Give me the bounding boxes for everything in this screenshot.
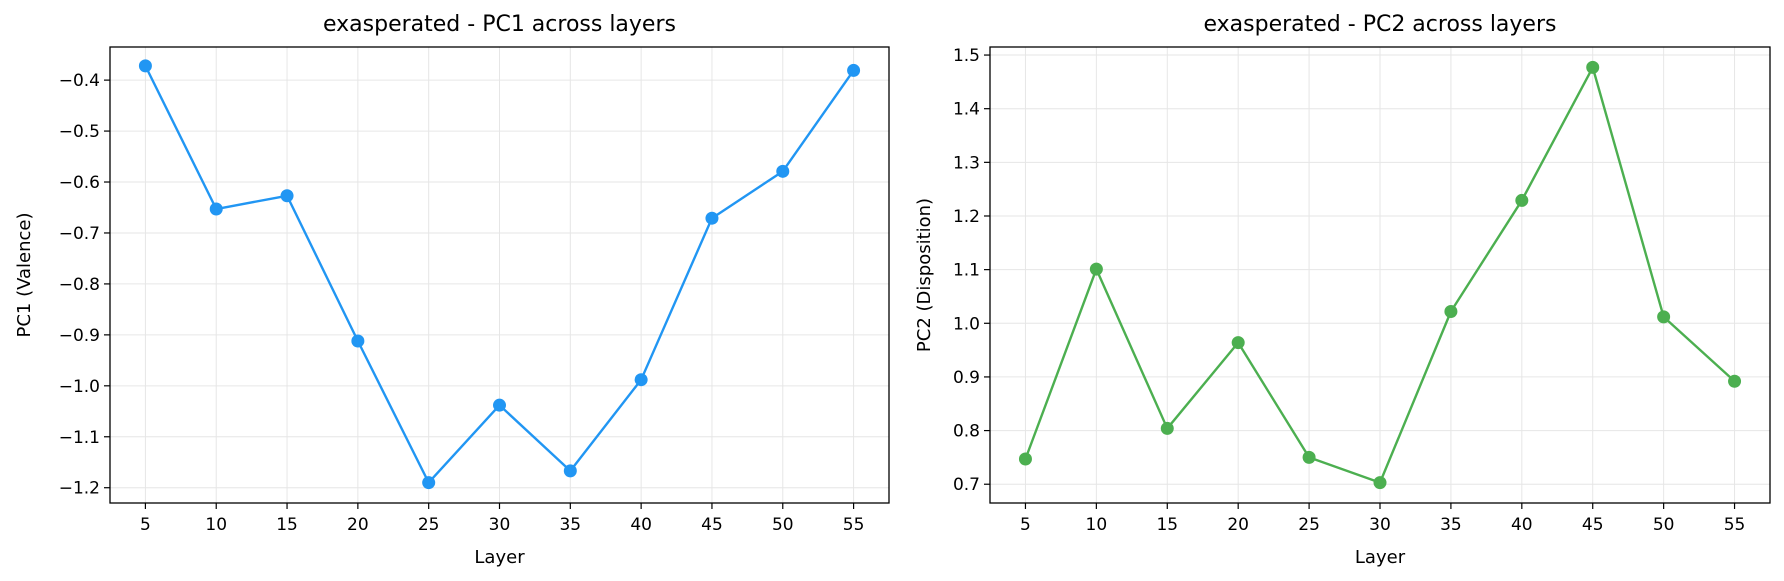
y-tick-label: −0.9 [59,326,100,346]
x-tick-label: 35 [1440,515,1462,535]
x-axis-label: Layer [474,547,525,568]
x-tick-label: 45 [701,515,723,535]
y-tick-label: 1.2 [953,207,980,227]
data-point [1515,193,1529,207]
pc2-chart: exasperated - PC2 across layers 5 10 15 20 2… [914,12,1771,568]
x-tick-label: 50 [772,515,794,535]
x-tick-label: 30 [1369,515,1391,535]
x-tick-label: 35 [559,515,581,535]
y-axis-label: PC1 (Valence) [14,212,35,337]
y-tick-label: −1.2 [59,479,100,499]
data-point [705,211,719,225]
x-tick-label: 25 [418,515,440,535]
x-tick-label: 10 [205,515,227,535]
x-tick-label: 40 [1511,515,1533,535]
x-axis-label: Layer [1355,547,1406,568]
data-point [563,464,577,478]
chart-title: exasperated - PC2 across layers [1204,12,1557,37]
y-tick-label: 0.7 [953,475,980,495]
data-point [1018,452,1032,466]
data-point [351,334,365,348]
x-tick-label: 40 [630,515,652,535]
x-tick-label: 25 [1298,515,1320,535]
data-point [1160,421,1174,435]
x-tick-label: 15 [1156,515,1178,535]
y-tick-label: −0.6 [59,173,100,193]
x-tick-label: 10 [1086,515,1108,535]
y-tick-label: 1.3 [953,153,980,173]
x-tick-label: 5 [140,515,151,535]
pc1-chart: exasperated - PC1 across layers 5 10 15 20 2… [14,12,890,568]
y-tick-label: −1.0 [59,377,100,397]
x-tick-label: 15 [276,515,298,535]
data-point [634,373,648,387]
y-tick-label: 1.4 [953,100,980,120]
y-tick-label: 1.0 [953,314,980,334]
data-point [1586,60,1600,74]
x-tick-label: 55 [1724,515,1746,535]
data-point [1089,262,1103,276]
y-tick-label: 0.8 [953,422,980,442]
x-tick-label: 20 [347,515,369,535]
data-point [209,202,223,216]
y-tick-label: −0.4 [59,71,100,91]
plot-frame [109,46,890,504]
x-tick-label: 5 [1020,515,1031,535]
plot-frame [989,46,1771,504]
data-point [138,59,152,73]
x-tick-label: 55 [843,515,865,535]
data-point [1231,336,1245,350]
y-tick-label: 0.9 [953,368,980,388]
y-axis-label: PC2 (Disposition) [914,198,935,352]
data-point [1728,374,1742,388]
data-point [493,398,506,412]
x-tick-label: 45 [1582,515,1604,535]
y-tick-label: −0.5 [59,122,100,142]
data-point [422,476,436,490]
y-tick-label: −0.8 [59,275,100,295]
y-tick-label: −0.7 [59,224,100,244]
data-point [1373,476,1387,490]
y-tick-label: 1.5 [953,46,980,66]
data-point [1657,310,1671,324]
y-tick-label: −1.1 [59,428,100,448]
chart-title: exasperated - PC1 across layers [323,12,676,37]
data-point [280,189,294,203]
data-point [1444,304,1458,318]
x-tick-label: 20 [1227,515,1249,535]
x-tick-label: 30 [489,515,511,535]
y-tick-label: 1.1 [953,261,980,281]
data-point [847,63,861,77]
x-tick-label: 50 [1653,515,1675,535]
data-point [776,164,790,178]
data-point [1302,450,1316,464]
